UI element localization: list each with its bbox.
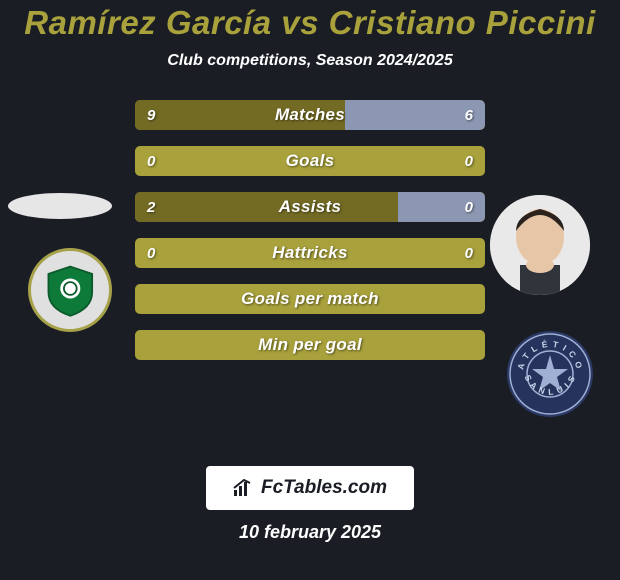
player-right-club-logo: A T L É T I C O S A N L U I S (507, 331, 593, 417)
stat-bar-left-value: 2 (147, 192, 155, 222)
stat-bar-label: Hattricks (135, 238, 485, 268)
stat-bar-left-value: 9 (147, 100, 155, 130)
stat-bar-label: Goals per match (135, 284, 485, 314)
stat-bar: Hattricks0 0 (135, 238, 485, 268)
stat-bar-label: Min per goal (135, 330, 485, 360)
stat-bar-label: Assists (135, 192, 485, 222)
player-right-avatar (490, 195, 590, 295)
leon-crest-icon (43, 263, 98, 318)
stat-bar: Matches9 6 (135, 100, 485, 130)
branding-text: FcTables.com (261, 477, 387, 499)
date-text: 10 february 2025 (239, 522, 381, 543)
stat-bar: Assists2 0 (135, 192, 485, 222)
page-title: Ramírez García vs Cristiano Piccini (24, 4, 595, 42)
chart-icon (233, 479, 255, 497)
stat-bar-right-value: 0 (465, 146, 473, 176)
stat-bar-left-value: 0 (147, 238, 155, 268)
main-area: A T L É T I C O S A N L U I S Matches9 6 G… (0, 70, 620, 580)
stat-bar: Goals per match (135, 284, 485, 314)
branding-badge: FcTables.com (206, 466, 414, 510)
player-left-avatar (8, 193, 112, 219)
player-right-face-icon (490, 195, 590, 295)
stat-bar-right-value: 0 (465, 192, 473, 222)
stat-bars: Matches96Goals00Assists20Hattricks00Goal… (135, 100, 485, 360)
stat-bar-left-value: 0 (147, 146, 155, 176)
subtitle: Club competitions, Season 2024/2025 (167, 52, 452, 70)
stat-bar: Min per goal (135, 330, 485, 360)
stat-bar-right-value: 6 (465, 100, 473, 130)
stat-bar-label: Matches (135, 100, 485, 130)
stat-bar: Goals0 0 (135, 146, 485, 176)
stat-bar-right-value: 0 (465, 238, 473, 268)
stat-bar-label: Goals (135, 146, 485, 176)
atletico-san-luis-crest-icon: A T L É T I C O S A N L U I S (507, 331, 593, 417)
infographic-root: Ramírez García vs Cristiano Piccini Club… (0, 0, 620, 580)
player-left-club-logo (28, 248, 112, 332)
